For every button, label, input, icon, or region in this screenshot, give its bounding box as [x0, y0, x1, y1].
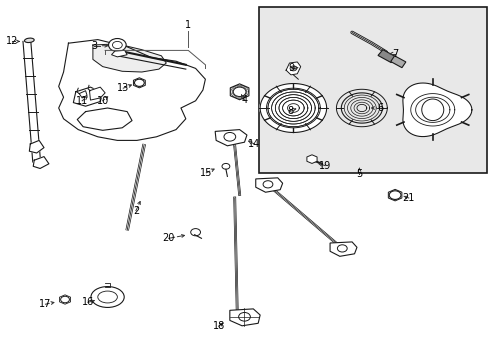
Polygon shape [329, 242, 356, 256]
Text: 2: 2 [133, 206, 139, 216]
Text: 21: 21 [402, 193, 414, 203]
Wedge shape [269, 84, 286, 95]
Circle shape [61, 296, 69, 303]
Circle shape [134, 79, 144, 86]
Polygon shape [377, 50, 395, 63]
Text: 14: 14 [247, 139, 260, 149]
Text: 7: 7 [391, 49, 397, 59]
Text: 5: 5 [356, 168, 362, 179]
Polygon shape [29, 140, 44, 153]
Polygon shape [111, 50, 127, 57]
Text: 8: 8 [286, 105, 292, 116]
Circle shape [289, 66, 296, 71]
Polygon shape [77, 108, 132, 130]
Polygon shape [306, 155, 316, 163]
Text: 4: 4 [241, 95, 247, 105]
Text: 1: 1 [185, 20, 191, 30]
Text: 13: 13 [117, 83, 129, 93]
Polygon shape [59, 40, 205, 140]
Text: 19: 19 [318, 161, 331, 171]
Bar [259, 7, 486, 173]
Circle shape [108, 39, 126, 51]
Text: 6: 6 [377, 103, 383, 113]
Polygon shape [285, 62, 300, 75]
Polygon shape [89, 87, 105, 100]
Polygon shape [255, 178, 282, 192]
Polygon shape [390, 56, 405, 68]
Circle shape [388, 191, 400, 199]
Text: 12: 12 [6, 36, 19, 46]
Wedge shape [260, 102, 269, 114]
Polygon shape [73, 87, 102, 106]
Ellipse shape [91, 287, 124, 307]
Polygon shape [215, 130, 246, 146]
Text: 18: 18 [212, 321, 224, 331]
Circle shape [222, 163, 229, 169]
Text: 11: 11 [76, 96, 88, 106]
Polygon shape [260, 84, 326, 132]
Circle shape [190, 229, 200, 236]
Wedge shape [299, 84, 316, 95]
Text: 15: 15 [200, 168, 212, 178]
Polygon shape [402, 83, 471, 136]
Text: 16: 16 [81, 297, 94, 307]
Polygon shape [79, 91, 87, 98]
Text: 10: 10 [96, 96, 109, 106]
Text: 17: 17 [39, 299, 52, 309]
Polygon shape [93, 44, 166, 72]
Polygon shape [33, 157, 49, 168]
Ellipse shape [24, 38, 34, 42]
Text: 20: 20 [162, 233, 175, 243]
Text: 9: 9 [288, 63, 294, 73]
Wedge shape [299, 121, 316, 132]
Wedge shape [269, 121, 286, 132]
Text: 3: 3 [91, 41, 97, 51]
Polygon shape [230, 84, 248, 100]
Polygon shape [229, 309, 260, 326]
Wedge shape [316, 102, 326, 114]
